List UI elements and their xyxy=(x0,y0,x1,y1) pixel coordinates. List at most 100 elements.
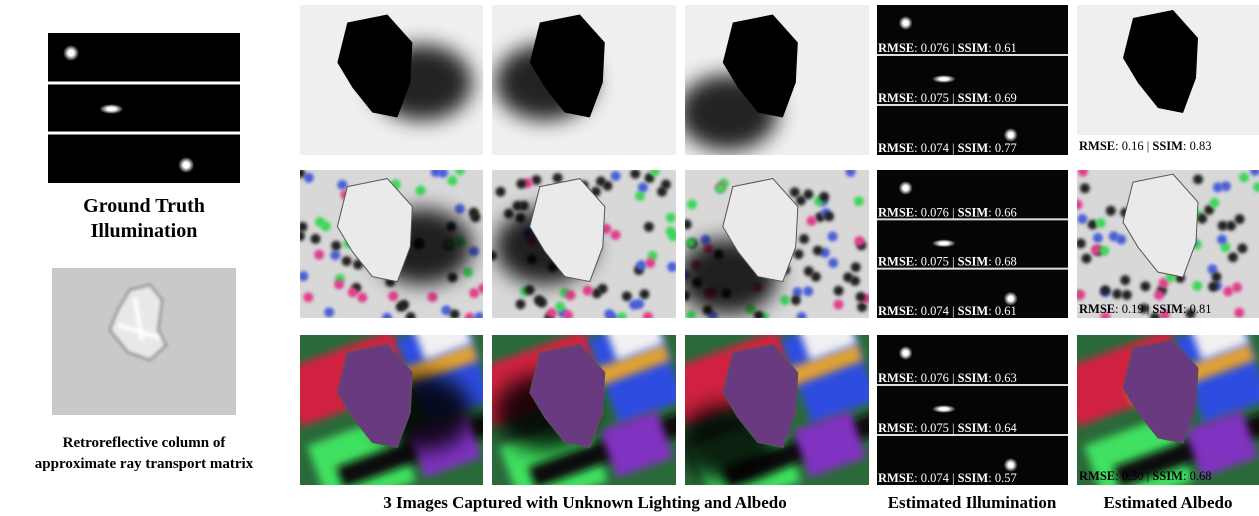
light-spot xyxy=(178,157,194,173)
light-spot xyxy=(1004,128,1018,142)
dot xyxy=(811,272,821,282)
metric-part: : xyxy=(914,41,921,55)
dot xyxy=(1112,289,1122,299)
dot xyxy=(324,307,334,317)
metric-part: | xyxy=(949,205,958,219)
dot xyxy=(406,312,416,322)
dot xyxy=(447,176,457,186)
metric-part: SSIM xyxy=(958,205,989,219)
dot xyxy=(611,171,621,181)
dot xyxy=(388,291,398,301)
dot xyxy=(638,182,648,192)
dot xyxy=(833,299,843,309)
dot xyxy=(469,207,479,217)
gt-caption: Ground Truth xyxy=(83,195,205,217)
dot xyxy=(828,258,838,268)
metric-part: | xyxy=(1144,302,1153,316)
dot xyxy=(851,262,861,272)
gt-caption: Illumination xyxy=(91,220,198,242)
metric-part: 0.83 xyxy=(1190,139,1212,153)
dot xyxy=(687,199,697,209)
dot xyxy=(315,217,325,227)
dot xyxy=(824,211,834,221)
metric-part: 0.075 xyxy=(921,255,949,269)
metric-part: : xyxy=(1115,469,1122,483)
dot xyxy=(537,298,547,308)
metric-part: : xyxy=(914,141,921,155)
dot xyxy=(455,204,465,214)
dot xyxy=(790,187,800,197)
dot xyxy=(416,185,426,195)
dot xyxy=(635,191,645,201)
light-spot xyxy=(899,346,913,360)
metric-part: SSIM xyxy=(958,471,989,485)
dot xyxy=(668,231,678,241)
metric-part: 0.075 xyxy=(921,421,949,435)
dot xyxy=(330,250,340,260)
metric-part: RMSE xyxy=(878,141,914,155)
metric-part: | xyxy=(949,141,958,155)
strip-divider xyxy=(48,82,240,85)
dot xyxy=(791,295,801,305)
metric-part: SSIM xyxy=(958,371,989,385)
metric-label: RMSE: 0.16 | SSIM: 0.83 xyxy=(1079,139,1211,153)
dot xyxy=(644,222,654,232)
dot xyxy=(715,184,725,194)
dot xyxy=(650,166,660,176)
dot xyxy=(828,232,838,242)
metric-part: | xyxy=(1144,139,1153,153)
dot xyxy=(834,286,844,296)
dot xyxy=(399,300,409,310)
dot xyxy=(1093,233,1103,243)
metric-part: SSIM xyxy=(1152,302,1183,316)
dot xyxy=(583,286,593,296)
metric-part: | xyxy=(949,371,958,385)
metric-part: 0.075 xyxy=(921,91,949,105)
dot xyxy=(1228,252,1238,262)
dot xyxy=(531,175,541,185)
dot xyxy=(1235,214,1245,224)
dot xyxy=(1217,234,1227,244)
dot xyxy=(592,288,602,298)
dot xyxy=(1197,214,1207,224)
dot xyxy=(563,310,573,320)
dot xyxy=(1075,290,1085,300)
dot xyxy=(310,234,320,244)
metric-part: 0.64 xyxy=(995,421,1018,435)
captured-image xyxy=(665,306,889,512)
dot xyxy=(297,222,307,232)
dot xyxy=(450,309,460,319)
metric-part: | xyxy=(949,91,958,105)
dot xyxy=(1234,308,1244,318)
dot xyxy=(331,241,341,251)
dot xyxy=(682,219,692,229)
strip-divider xyxy=(48,132,240,135)
dot xyxy=(1076,238,1086,248)
metric-part: : xyxy=(1183,469,1190,483)
metric-part: 0.076 xyxy=(921,41,949,55)
metric-part: RMSE xyxy=(1079,139,1115,153)
dot xyxy=(780,295,790,305)
metric-part: | xyxy=(949,471,958,485)
metric-label: RMSE: 0.076 | SSIM: 0.61 xyxy=(878,41,1017,55)
dot xyxy=(1099,246,1109,256)
dot xyxy=(846,167,856,177)
metric-part: | xyxy=(949,255,958,269)
dot xyxy=(661,180,671,190)
captured-image xyxy=(678,167,871,322)
dot xyxy=(469,288,479,298)
dot xyxy=(1213,182,1223,192)
light-spot xyxy=(63,45,79,61)
dot xyxy=(622,291,632,301)
dot xyxy=(803,286,813,296)
dot xyxy=(666,213,676,223)
metric-part: 0.68 xyxy=(995,255,1017,269)
dot xyxy=(754,311,764,321)
metric-part: 0.69 xyxy=(995,91,1017,105)
dot xyxy=(516,179,526,189)
metric-part: SSIM xyxy=(958,41,989,55)
metric-part: RMSE xyxy=(878,255,914,269)
dot xyxy=(1239,172,1249,182)
dot xyxy=(604,309,614,319)
metric-part: SSIM xyxy=(958,421,989,435)
